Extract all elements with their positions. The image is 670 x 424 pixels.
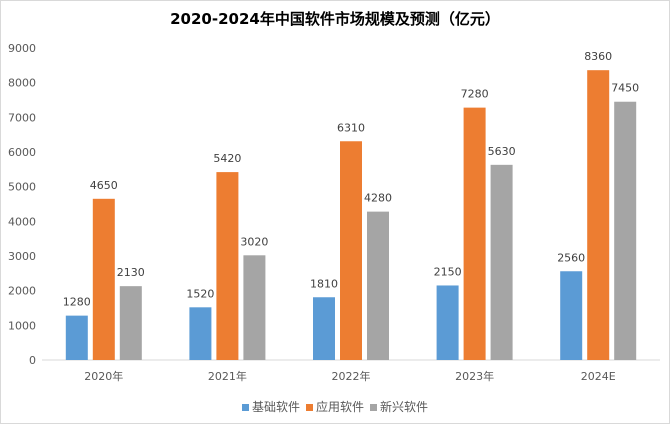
y-tick-label: 3000 [8, 250, 36, 263]
data-label: 2560 [557, 251, 585, 264]
data-label: 4650 [90, 179, 118, 192]
legend-swatch [305, 404, 313, 411]
bar-1-2022年 [313, 297, 335, 360]
data-label: 1810 [310, 277, 338, 290]
data-label: 5420 [213, 152, 241, 165]
data-label: 1280 [63, 296, 91, 309]
y-tick-label: 5000 [8, 181, 36, 194]
y-tick-label: 8000 [8, 77, 36, 90]
legend-label: 应用软件 [315, 400, 364, 414]
x-tick-label: 2020年 [84, 369, 123, 383]
data-label: 7280 [461, 88, 489, 101]
bar-2-2021年 [216, 172, 239, 360]
bar-3-2024E [614, 101, 637, 360]
bar-3-2020年 [119, 286, 142, 360]
data-label: 6310 [337, 121, 365, 134]
legend: 基础软件 应用软件 新兴软件 [0, 398, 670, 415]
data-label: 2150 [434, 265, 462, 278]
legend-item: 新兴软件 [370, 398, 428, 415]
legend-label: 基础软件 [251, 400, 300, 414]
x-tick-label: 2022年 [332, 369, 371, 383]
bar-1-2023年 [436, 285, 459, 360]
legend-swatch [370, 404, 377, 411]
bar-1-2024E [560, 271, 583, 360]
y-tick-label: 7000 [8, 111, 36, 124]
chart-title: 2020-2024年中国软件市场规模及预测（亿元） [170, 10, 500, 28]
data-label: 5630 [488, 145, 516, 158]
data-label: 1520 [186, 287, 214, 300]
y-tick-label: 4000 [8, 215, 36, 228]
bar-1-2021年 [189, 307, 212, 360]
bar-3-2022年 [367, 211, 389, 360]
y-tick-label: 1000 [8, 319, 36, 332]
data-label: 4280 [364, 192, 392, 205]
x-tick-label: 2024E [581, 370, 616, 383]
bar-2-2024E [587, 70, 610, 360]
bar-1-2020年 [65, 315, 88, 360]
bar-2-2023年 [463, 107, 486, 360]
y-tick-label: 0 [29, 354, 36, 367]
legend-item: 基础软件 [241, 398, 300, 415]
x-tick-label: 2023年 [455, 369, 494, 383]
legend-item: 应用软件 [305, 398, 364, 415]
y-tick-label: 6000 [8, 146, 36, 159]
bar-3-2021年 [243, 255, 266, 360]
legend-swatch [241, 404, 249, 411]
bar-2-2020年 [92, 198, 115, 360]
data-label: 3020 [240, 235, 268, 248]
y-tick-label: 2000 [8, 285, 36, 298]
data-label: 8360 [584, 50, 612, 63]
y-tick-label: 9000 [8, 42, 36, 55]
legend-label: 新兴软件 [380, 400, 429, 414]
bar-3-2023年 [490, 164, 513, 360]
data-label: 2130 [117, 266, 145, 279]
bar-2-2022年 [340, 141, 362, 360]
data-label: 7450 [611, 82, 639, 95]
x-tick-label: 2021年 [208, 369, 247, 383]
